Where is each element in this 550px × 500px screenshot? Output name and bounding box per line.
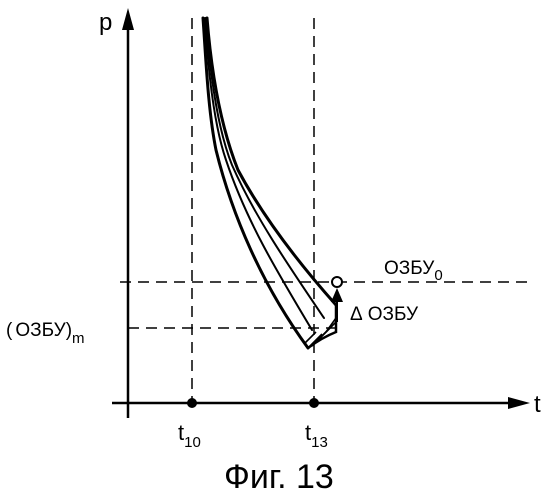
t10-tick-dot xyxy=(187,398,197,408)
t10-label: t10 xyxy=(178,420,201,451)
ozbu0-label: ОЗБУ0 xyxy=(384,258,443,284)
figure-caption: Фиг. 13 xyxy=(224,458,334,496)
y-axis-arrow-icon xyxy=(122,8,134,30)
t13-label: t13 xyxy=(305,420,328,451)
delta-ozbu-label: ΔОЗБУ xyxy=(350,304,419,325)
y-axis-label: p xyxy=(99,9,112,36)
x-axis-arrow-icon xyxy=(508,397,530,409)
t13-tick-dot xyxy=(309,398,319,408)
x-axis-label: t xyxy=(534,391,541,418)
ozbu0-target-circle xyxy=(332,277,342,287)
delta-arrow-head-icon xyxy=(331,288,343,302)
pressure-curve-band xyxy=(203,18,336,348)
pressure-curve-mid-2 xyxy=(206,18,324,318)
ozbu-m-label: (ОЗБУ)m xyxy=(6,320,85,347)
